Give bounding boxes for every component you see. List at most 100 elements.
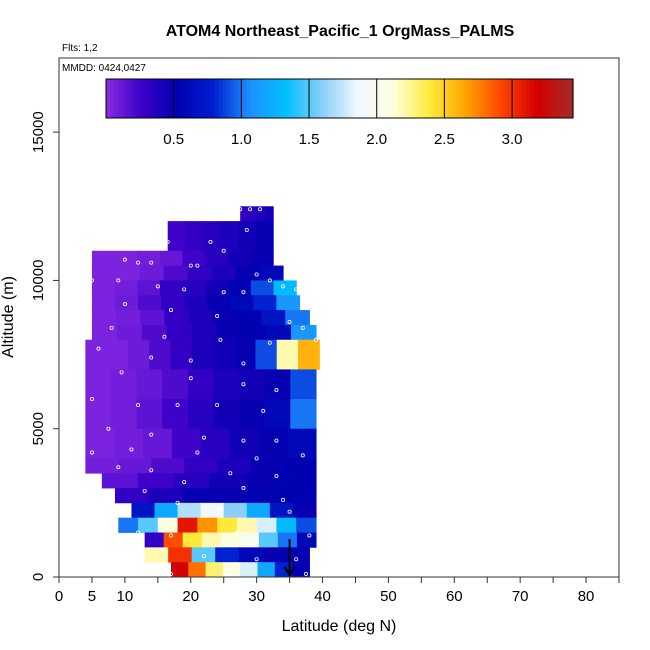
colorbar-segment [452, 79, 457, 118]
colorbar-segment [545, 79, 551, 118]
colorbar-segment [312, 79, 317, 118]
heatmap-cell [256, 206, 266, 222]
colorbar-segment [440, 79, 446, 118]
flight-point [218, 506, 223, 511]
heatmap-cell [256, 517, 278, 533]
colorbar-tick-label: 1.5 [299, 131, 320, 148]
colorbar-segment [425, 79, 430, 118]
colorbar-segment [296, 79, 302, 118]
colorbar-segment [429, 79, 434, 118]
heatmap-cell [136, 399, 163, 430]
colorbar-segment [218, 79, 224, 118]
heatmap-cell [118, 517, 139, 533]
heatmap-cell [213, 399, 240, 430]
heatmap-cell [266, 324, 292, 341]
flight-point [106, 239, 111, 244]
x-tick-label: 70 [512, 588, 529, 605]
flight-point [257, 207, 262, 212]
colorbar-tick-label: 2.0 [366, 131, 387, 148]
flight-point [149, 260, 154, 265]
heatmap-cell [227, 250, 252, 266]
colorbar-frame [105, 78, 574, 119]
flight-point [274, 438, 279, 443]
colorbar-segment [483, 79, 488, 118]
heatmap-cell [162, 399, 189, 430]
flight-point [244, 228, 249, 233]
colorbar-segment [156, 79, 162, 118]
colorbar-segment [187, 79, 193, 118]
heatmap-cell [163, 265, 189, 281]
flight-point [182, 480, 187, 485]
heatmap-cell [182, 532, 203, 548]
heatmap-cell [85, 428, 115, 459]
colorbar-segment [323, 79, 329, 118]
heatmap-cell [115, 295, 139, 311]
flight-point [122, 302, 127, 307]
heatmap-cell [101, 473, 139, 489]
heatmap-cell [253, 295, 278, 311]
colorbar-segment [436, 79, 442, 118]
colorbar-tick-label: 0.5 [163, 131, 184, 148]
colorbar-segment [253, 79, 259, 118]
colorbar-segment [534, 79, 539, 118]
flight-point [136, 260, 141, 265]
flight-point [182, 287, 187, 292]
heatmap-cell [283, 458, 317, 474]
flight-point [122, 257, 127, 262]
colorbar-segment [514, 79, 520, 118]
colorbar-segment [109, 79, 115, 118]
heatmap-cell [159, 250, 184, 266]
heatmap-cell [205, 250, 229, 266]
flight-point [188, 358, 193, 363]
flight-point [93, 239, 98, 244]
colorbar-segment [526, 79, 531, 118]
heatmap-cell [154, 502, 179, 519]
heatmap-cell [127, 339, 150, 370]
colorbar-segment [308, 79, 313, 118]
heatmap-cell [259, 265, 284, 281]
heatmap-cell [262, 547, 287, 563]
flight-point [201, 435, 206, 440]
colorbar-segment [401, 79, 407, 118]
y-axis: 0 5000 10000 15000 [30, 111, 59, 581]
colorbar-segment [487, 79, 492, 118]
flight-point [221, 290, 226, 295]
colorbar-segment [168, 79, 173, 118]
flight-point [234, 530, 239, 535]
heatmap-cell [143, 428, 173, 459]
colorbar-segment [502, 79, 508, 118]
colorbar-segment [339, 79, 344, 118]
flight-point [294, 287, 299, 292]
heatmap-cell [170, 339, 193, 370]
heatmap-cell [211, 265, 236, 281]
heatmap-cell [177, 502, 202, 519]
flight-point [241, 438, 246, 443]
colorbar: 0.5 1.0 1.5 2.0 2.5 3.0 [105, 78, 574, 148]
heatmap-cell [201, 532, 222, 548]
colorbar-segment [172, 79, 177, 118]
heatmap-cell [273, 280, 297, 296]
heatmap-cell [239, 532, 260, 548]
heatmap-cell [187, 265, 212, 281]
flight-point [89, 450, 94, 455]
heatmap-cell [248, 488, 284, 504]
heatmap-cell [85, 339, 108, 370]
flight-point [89, 397, 94, 402]
colorbar-segment [191, 79, 197, 118]
heatmap-cell [290, 399, 317, 430]
heatmap-cell [238, 547, 263, 563]
colorbar-segment [113, 79, 119, 118]
colorbar-segment [549, 79, 555, 118]
heatmap-cell [177, 517, 198, 533]
heatmap-cell [276, 295, 301, 311]
x-tick-label: 60 [446, 588, 463, 605]
flight-point [215, 314, 220, 319]
colorbar-segment [565, 79, 570, 118]
heatmap-cell [85, 369, 112, 400]
heatmap-cell [91, 295, 116, 311]
colorbar-segment [366, 79, 372, 118]
flight-point [136, 530, 141, 535]
flight-point [254, 557, 259, 562]
heatmap-cell [213, 369, 240, 400]
colorbar-segment [506, 79, 512, 118]
